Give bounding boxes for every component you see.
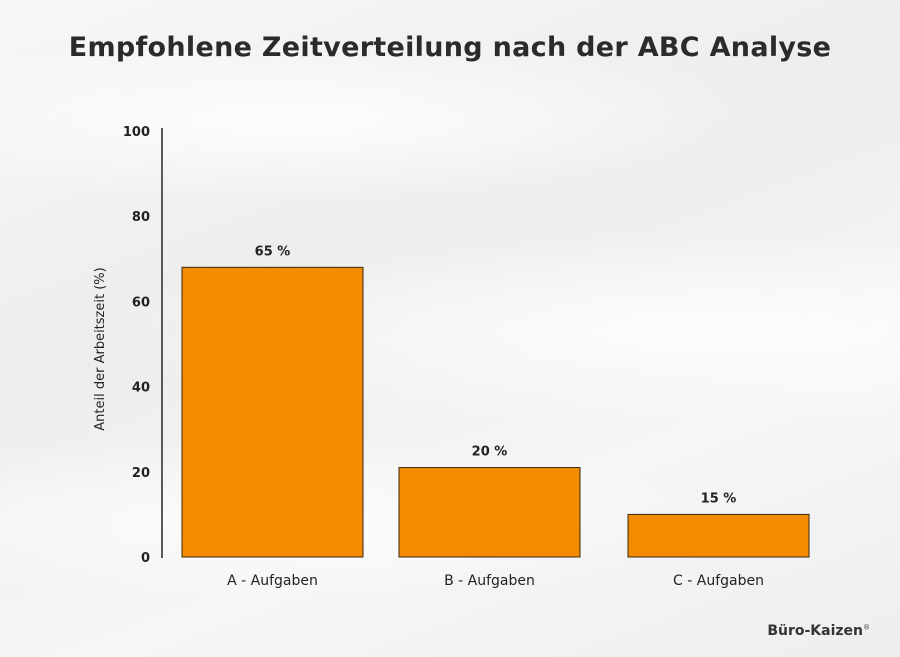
bar (398, 467, 581, 558)
bar-data-label: 65 % (255, 244, 291, 259)
y-axis-label: Anteil der Arbeitszeit (%) (93, 267, 108, 430)
brand-name: Büro-Kaizen (767, 623, 863, 639)
y-tick-label: 80 (132, 210, 150, 225)
y-tick-label: 60 (132, 295, 150, 310)
y-axis-ticks: 0 20 40 60 80 100 (123, 125, 150, 566)
x-tick-label: B - Aufgaben (444, 573, 535, 589)
registered-mark: ® (863, 623, 870, 632)
chart-title: Empfohlene Zeitverteilung nach der ABC A… (68, 32, 832, 63)
bar-data-label: 20 % (472, 445, 508, 460)
bar-data-labels: 65 % 20 % 15 % (255, 244, 737, 506)
x-tick-label: A - Aufgaben (227, 573, 318, 589)
y-tick-label: 0 (141, 551, 150, 566)
x-tick-label: C - Aufgaben (673, 573, 764, 589)
bar (627, 513, 810, 558)
bars (181, 266, 810, 558)
bar-data-label: 15 % (701, 491, 737, 506)
x-axis-ticks: A - Aufgaben B - Aufgaben C - Aufgaben (227, 573, 764, 589)
y-tick-label: 20 (132, 466, 150, 481)
y-tick-label: 100 (123, 125, 150, 140)
y-tick-label: 40 (132, 381, 150, 396)
bar (181, 266, 364, 558)
brand-logo: Büro-Kaizen® (767, 623, 870, 639)
